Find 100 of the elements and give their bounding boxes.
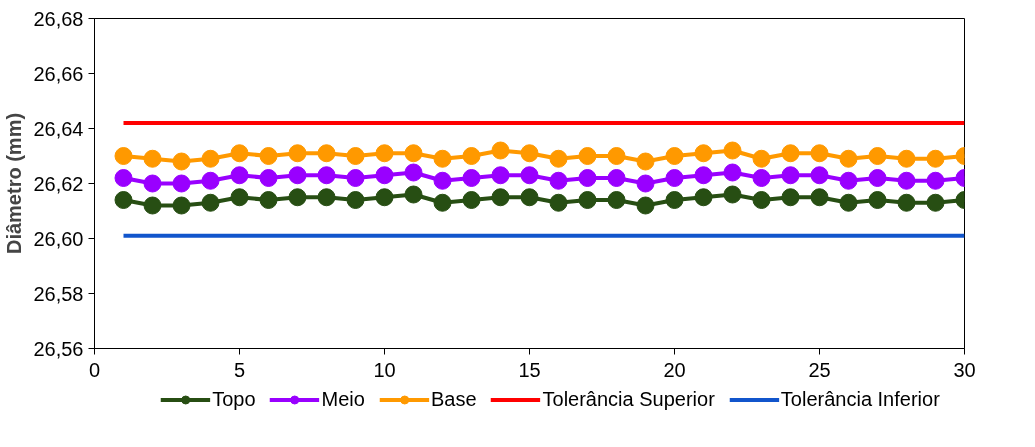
point (230, 188, 249, 207)
point (462, 169, 481, 187)
point (694, 188, 713, 207)
point (810, 188, 829, 207)
point (172, 152, 191, 171)
y-tick-label: 26,68 (33, 7, 84, 30)
point (607, 169, 626, 187)
point (288, 144, 307, 163)
point (636, 196, 655, 215)
point (868, 147, 887, 165)
point (636, 152, 655, 171)
point (346, 191, 365, 209)
point (433, 149, 452, 168)
point (839, 193, 858, 212)
y-tick-label: 26,58 (33, 282, 84, 305)
point (143, 149, 162, 168)
point (926, 149, 945, 168)
point (491, 141, 510, 160)
x-tick-label: 20 (663, 358, 686, 381)
point (607, 147, 626, 165)
point (578, 169, 597, 187)
y-tick-label: 26,60 (33, 227, 84, 250)
point (114, 191, 133, 209)
point (607, 191, 626, 209)
y-axis-title: Diâmetro (mm) (3, 112, 26, 255)
point (143, 174, 162, 193)
x-tick-label: 25 (808, 358, 831, 381)
x-tick-label: 15 (518, 358, 541, 381)
point (520, 144, 539, 163)
legend-label: Tolerância Superior (542, 387, 715, 411)
point (752, 169, 771, 187)
point (433, 193, 452, 212)
legend-label: Topo (212, 387, 256, 411)
point (288, 188, 307, 207)
point (520, 188, 539, 207)
point (578, 147, 597, 165)
point (578, 191, 597, 209)
point (694, 144, 713, 163)
point (781, 188, 800, 207)
point (259, 147, 278, 165)
point (723, 141, 742, 160)
point (781, 144, 800, 163)
point (288, 166, 307, 185)
point (839, 149, 858, 168)
point (549, 149, 568, 168)
point (491, 188, 510, 207)
point (520, 166, 539, 185)
point (926, 193, 945, 212)
point (433, 171, 452, 190)
point (781, 166, 800, 185)
point (230, 166, 249, 185)
legend-label: Meio (321, 387, 365, 411)
point (636, 174, 655, 193)
point (172, 174, 191, 193)
point (549, 193, 568, 212)
point (897, 171, 916, 190)
point (665, 147, 684, 165)
point (491, 166, 510, 185)
point (114, 147, 133, 165)
y-tick-label: 26,56 (33, 337, 84, 360)
point (462, 147, 481, 165)
y-tick-label: 26,66 (33, 62, 84, 85)
point (897, 193, 916, 212)
point (259, 169, 278, 187)
point (201, 149, 220, 168)
point (404, 163, 423, 182)
point (752, 149, 771, 168)
point (259, 191, 278, 209)
point (665, 191, 684, 209)
point (868, 191, 887, 209)
point (926, 171, 945, 190)
legend-label: Base (430, 387, 477, 411)
point (665, 169, 684, 187)
point (201, 171, 220, 190)
y-tick-label: 26,64 (33, 117, 84, 140)
y-tick-label: 26,62 (33, 172, 84, 195)
point (694, 166, 713, 185)
point (317, 144, 336, 163)
point (810, 144, 829, 163)
point (462, 191, 481, 209)
point (317, 188, 336, 207)
point (839, 171, 858, 190)
point (810, 166, 829, 185)
point (346, 147, 365, 165)
point (723, 163, 742, 182)
point (346, 169, 365, 187)
point (404, 144, 423, 163)
x-tick-label: 30 (953, 358, 976, 381)
point (752, 191, 771, 209)
point (375, 166, 394, 185)
point (868, 169, 887, 187)
point (897, 149, 916, 168)
point (230, 144, 249, 163)
x-tick-label: 10 (373, 358, 396, 381)
point (404, 185, 423, 204)
point (375, 144, 394, 163)
point (549, 171, 568, 190)
point (375, 188, 394, 207)
point (114, 169, 133, 187)
point (317, 166, 336, 185)
